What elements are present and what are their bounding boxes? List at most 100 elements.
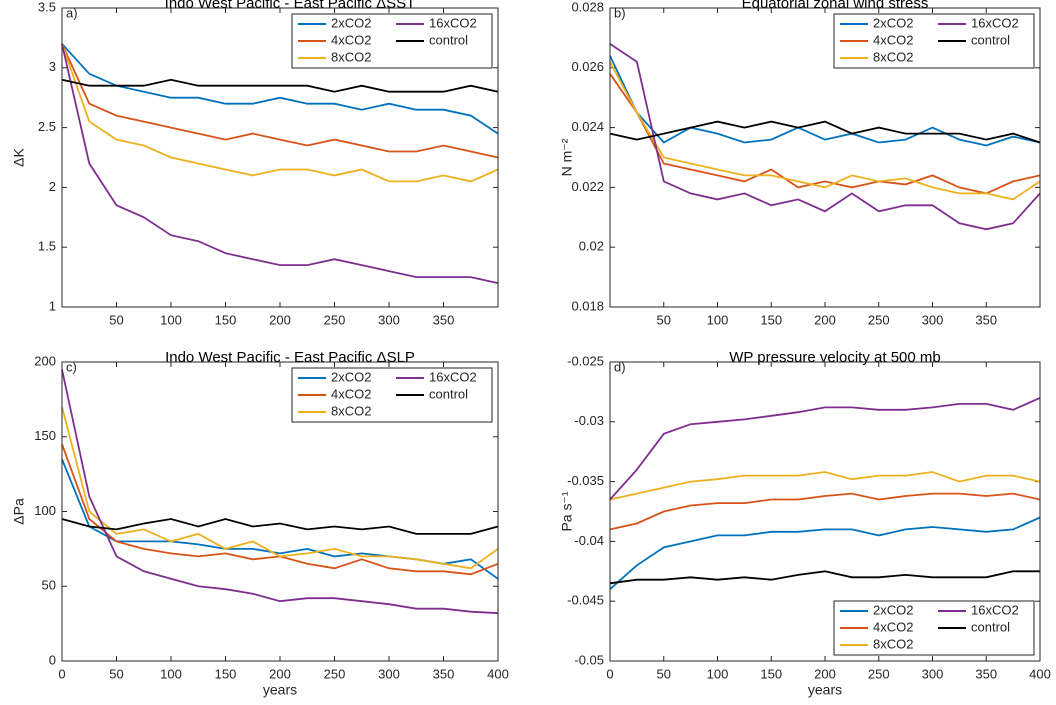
x-tick-label: 50	[109, 312, 123, 327]
title: Indo West Pacific - East Pacific ΔSST	[165, 0, 416, 12]
legend-label: 16xCO2	[429, 369, 477, 384]
series-line	[61, 78, 499, 93]
legend-label: 16xCO2	[971, 15, 1019, 30]
x-tick-label: 350	[975, 666, 997, 681]
x-tick-label: 150	[215, 666, 237, 681]
series-line	[609, 43, 1041, 231]
x-tick-label: 50	[109, 666, 123, 681]
x-tick-label: 300	[922, 666, 944, 681]
legend-label: 16xCO2	[429, 15, 477, 30]
x-tick-label: 400	[487, 666, 509, 681]
y-tick-label: 100	[34, 503, 56, 518]
x-tick-label: 0	[58, 666, 65, 681]
x-tick-label: 100	[160, 666, 182, 681]
title: Indo West Pacific - East Pacific ΔSLP	[165, 349, 415, 366]
legend-label: 4xCO2	[331, 32, 371, 47]
x-tick-label: 100	[160, 312, 182, 327]
x-tick-label: 200	[814, 666, 836, 681]
y-axis-label: ΔK	[11, 148, 27, 167]
x-tick-label: 50	[657, 312, 671, 327]
y-tick-label: 0.024	[571, 119, 604, 134]
x-tick-label: 350	[433, 666, 455, 681]
legend: 2xCO2 4xCO2 8xCO2 16xCO2 control	[291, 367, 493, 423]
y-tick-label: -0.025	[567, 353, 604, 368]
x-tick-label: 300	[378, 666, 400, 681]
x-tick-label: 300	[922, 312, 944, 327]
x-axis-label: years	[263, 682, 297, 698]
y-tick-label: -0.03	[574, 413, 604, 428]
x-tick-label: 150	[215, 312, 237, 327]
panel: Equatorial zonal wind stress b) 0.018 0.02 0…	[559, 0, 1041, 327]
x-tick-label: 100	[707, 666, 729, 681]
series-line	[609, 73, 1041, 195]
panel: Indo West Pacific - East Pacific ΔSST a) 1…	[11, 0, 499, 327]
y-axis-label: ΔPa	[11, 498, 27, 525]
series-line	[609, 397, 1041, 501]
series-line	[61, 369, 499, 615]
x-tick-label: 0	[606, 666, 613, 681]
legend-label: 8xCO2	[331, 403, 371, 418]
x-tick-label: 350	[975, 312, 997, 327]
y-tick-label: -0.04	[574, 533, 604, 548]
series-line	[609, 61, 1041, 201]
legend-label: 2xCO2	[331, 15, 371, 30]
y-tick-label: 0.026	[571, 59, 604, 74]
x-tick-label: 200	[269, 666, 291, 681]
legend-label: 8xCO2	[331, 49, 371, 64]
x-tick-label: 200	[269, 312, 291, 327]
y-axis-label: N m⁻²	[559, 138, 575, 176]
series-line	[61, 518, 499, 535]
series-line	[61, 43, 499, 159]
y-tick-label: 2	[49, 179, 56, 194]
y-tick-label: 1.5	[38, 239, 56, 254]
y-tick-label: 200	[34, 353, 56, 368]
series-line	[609, 120, 1041, 144]
legend-label: 2xCO2	[873, 15, 913, 30]
y-tick-label: 0.02	[579, 239, 604, 254]
series-line	[61, 406, 499, 570]
series-line	[609, 570, 1040, 585]
axes-frame	[609, 361, 1041, 662]
legend-label: 8xCO2	[873, 636, 913, 651]
series-line	[609, 55, 1041, 147]
legend-label: 4xCO2	[873, 32, 913, 47]
y-tick-label: -0.05	[574, 652, 604, 667]
y-tick-label: 0	[49, 652, 56, 667]
y-axis-label: Pa s⁻¹	[559, 491, 575, 531]
axes-frame	[609, 7, 1041, 308]
x-tick-label: 250	[868, 312, 890, 327]
title: Equatorial zonal wind stress	[742, 0, 929, 12]
x-tick-label: 150	[760, 312, 782, 327]
y-tick-label: 2.5	[38, 119, 56, 134]
x-tick-label: 350	[433, 312, 455, 327]
legend-label: 8xCO2	[873, 49, 913, 64]
panel: WP pressure velocity at 500 mb d) -0.05 -0.…	[559, 349, 1051, 698]
legend: 2xCO2 4xCO2 8xCO2 16xCO2 control	[291, 13, 493, 69]
y-tick-label: 0.028	[571, 0, 604, 14]
legend-label: 2xCO2	[331, 369, 371, 384]
series-line	[609, 471, 1041, 501]
axes-frame	[61, 7, 499, 308]
legend-label: control	[429, 32, 468, 47]
legend: 2xCO2 4xCO2 8xCO2 16xCO2 control	[833, 13, 1035, 69]
x-tick-label: 200	[814, 312, 836, 327]
x-tick-label: 150	[760, 666, 782, 681]
y-tick-label: 1	[49, 298, 56, 313]
legend-label: control	[429, 386, 468, 401]
y-tick-label: 0.022	[571, 179, 604, 194]
y-tick-label: -0.045	[567, 593, 604, 608]
legend-label: control	[971, 619, 1010, 634]
legend-label: 16xCO2	[971, 602, 1019, 617]
legend: 2xCO2 4xCO2 8xCO2 16xCO2 control	[833, 600, 1035, 656]
x-tick-label: 250	[324, 312, 346, 327]
y-tick-label: 0.018	[571, 298, 604, 313]
legend-label: 4xCO2	[331, 386, 371, 401]
x-tick-label: 100	[707, 312, 729, 327]
x-tick-label: 250	[324, 666, 346, 681]
x-tick-label: 50	[657, 666, 671, 681]
x-tick-label: 400	[1029, 666, 1051, 681]
panel-label: c)	[66, 359, 77, 374]
series-line	[61, 43, 499, 135]
y-tick-label: 3.5	[38, 0, 56, 14]
